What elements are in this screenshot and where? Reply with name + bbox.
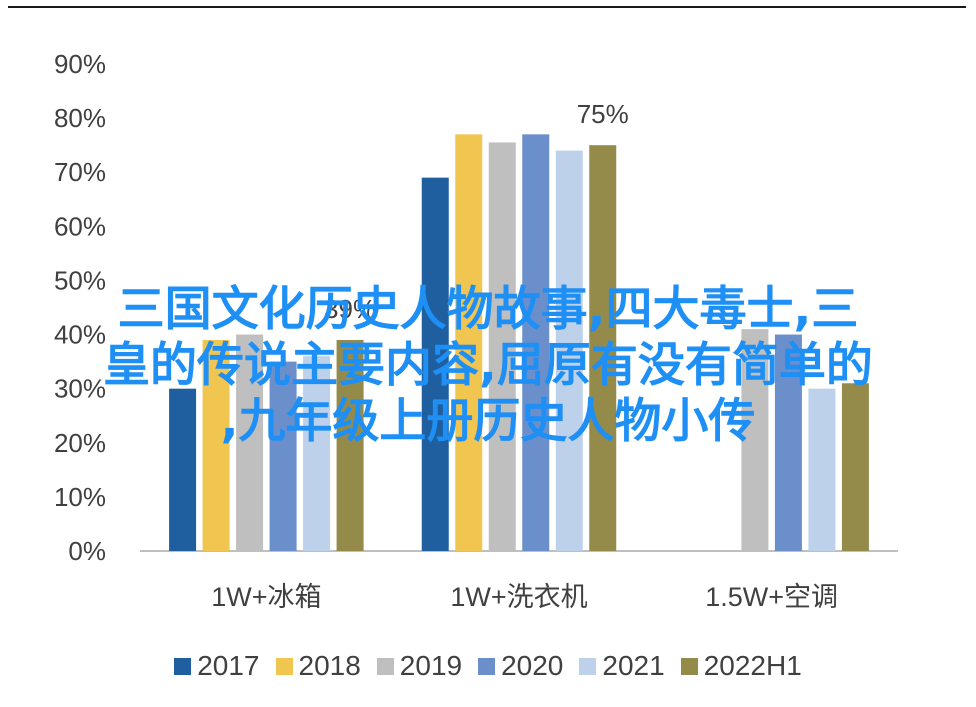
y-tick-label: 60%: [54, 211, 106, 241]
bar-2018-1: [455, 134, 483, 551]
legend-label: 2017: [197, 650, 260, 681]
category-label: 1.5W+空调: [705, 582, 838, 612]
legend-swatch: [680, 657, 698, 675]
bar-chart: 0% 10% 20% 30% 40% 50% 60% 70% 80% 90% 1W+冰箱 1W+洗衣机…: [54, 49, 898, 612]
y-tick-label: 0%: [68, 536, 106, 566]
bar-2022H1-2: [841, 383, 869, 551]
legend-swatch: [275, 657, 293, 675]
y-tick-label: 80%: [54, 103, 106, 133]
bar-2019-2: [741, 329, 769, 551]
legend-swatch: [174, 657, 192, 675]
overlay-line-1: 三国文化历史人物故事,四大毒士,三: [117, 282, 859, 337]
legend-label: 2020: [501, 650, 564, 681]
legend-item: 2018: [275, 650, 361, 682]
bar-2018-0: [202, 339, 230, 551]
legend-item: 2017: [174, 650, 260, 682]
bar-2020-2: [774, 334, 802, 551]
bar-2020-1: [522, 134, 550, 551]
category-label: 1W+洗衣机: [450, 582, 587, 612]
bar-2022H1-1: [589, 145, 617, 551]
y-tick-label: 20%: [54, 428, 106, 458]
bar-2020-0: [269, 361, 297, 551]
overlay-caption: 三国文化历史人物故事,四大毒士,三 皇的传说主要内容,屈原有没有简单的 ,九年级…: [0, 282, 976, 450]
legend-label: 2022H1: [703, 650, 802, 681]
bar-2019-0: [236, 334, 264, 551]
bar-2019-1: [488, 142, 516, 551]
bar-2022H1-0: [336, 339, 364, 551]
legend-item: 2022H1: [680, 650, 802, 682]
bar-2021-2: [808, 388, 836, 551]
legend-swatch: [579, 657, 597, 675]
top-border-line: [8, 6, 966, 8]
bar-2017-0: [169, 388, 197, 551]
legend-label: 2018: [298, 650, 361, 681]
y-tick-label: 50%: [54, 265, 106, 295]
y-tick-label: 40%: [54, 320, 106, 350]
bar-2021-0: [303, 356, 331, 551]
legend-swatch: [478, 657, 496, 675]
legend-label: 2021: [602, 650, 665, 681]
data-label: 75%: [577, 99, 629, 129]
y-tick-label: 70%: [54, 157, 106, 187]
y-tick-label: 30%: [54, 374, 106, 404]
legend-label: 2019: [399, 650, 463, 681]
legend-item: 2020: [478, 650, 563, 682]
chart-legend: 2017 2018 2019 2020 2021 2022H1: [0, 650, 976, 682]
category-label: 1W+冰箱: [211, 582, 321, 612]
legend-swatch: [376, 657, 394, 675]
legend-item: 2021: [579, 650, 665, 682]
y-tick-label: 10%: [54, 482, 106, 512]
overlay-line-3: ,九年级上册历史人物小传: [220, 394, 756, 449]
bar-2017-1: [421, 177, 449, 551]
legend-item: 2019: [376, 650, 463, 682]
bar-2021-1: [555, 150, 583, 552]
y-tick-label: 90%: [54, 49, 106, 79]
data-label: 39%: [324, 294, 376, 324]
overlay-line-2: 皇的传说主要内容,屈原有没有简单的: [103, 338, 873, 393]
